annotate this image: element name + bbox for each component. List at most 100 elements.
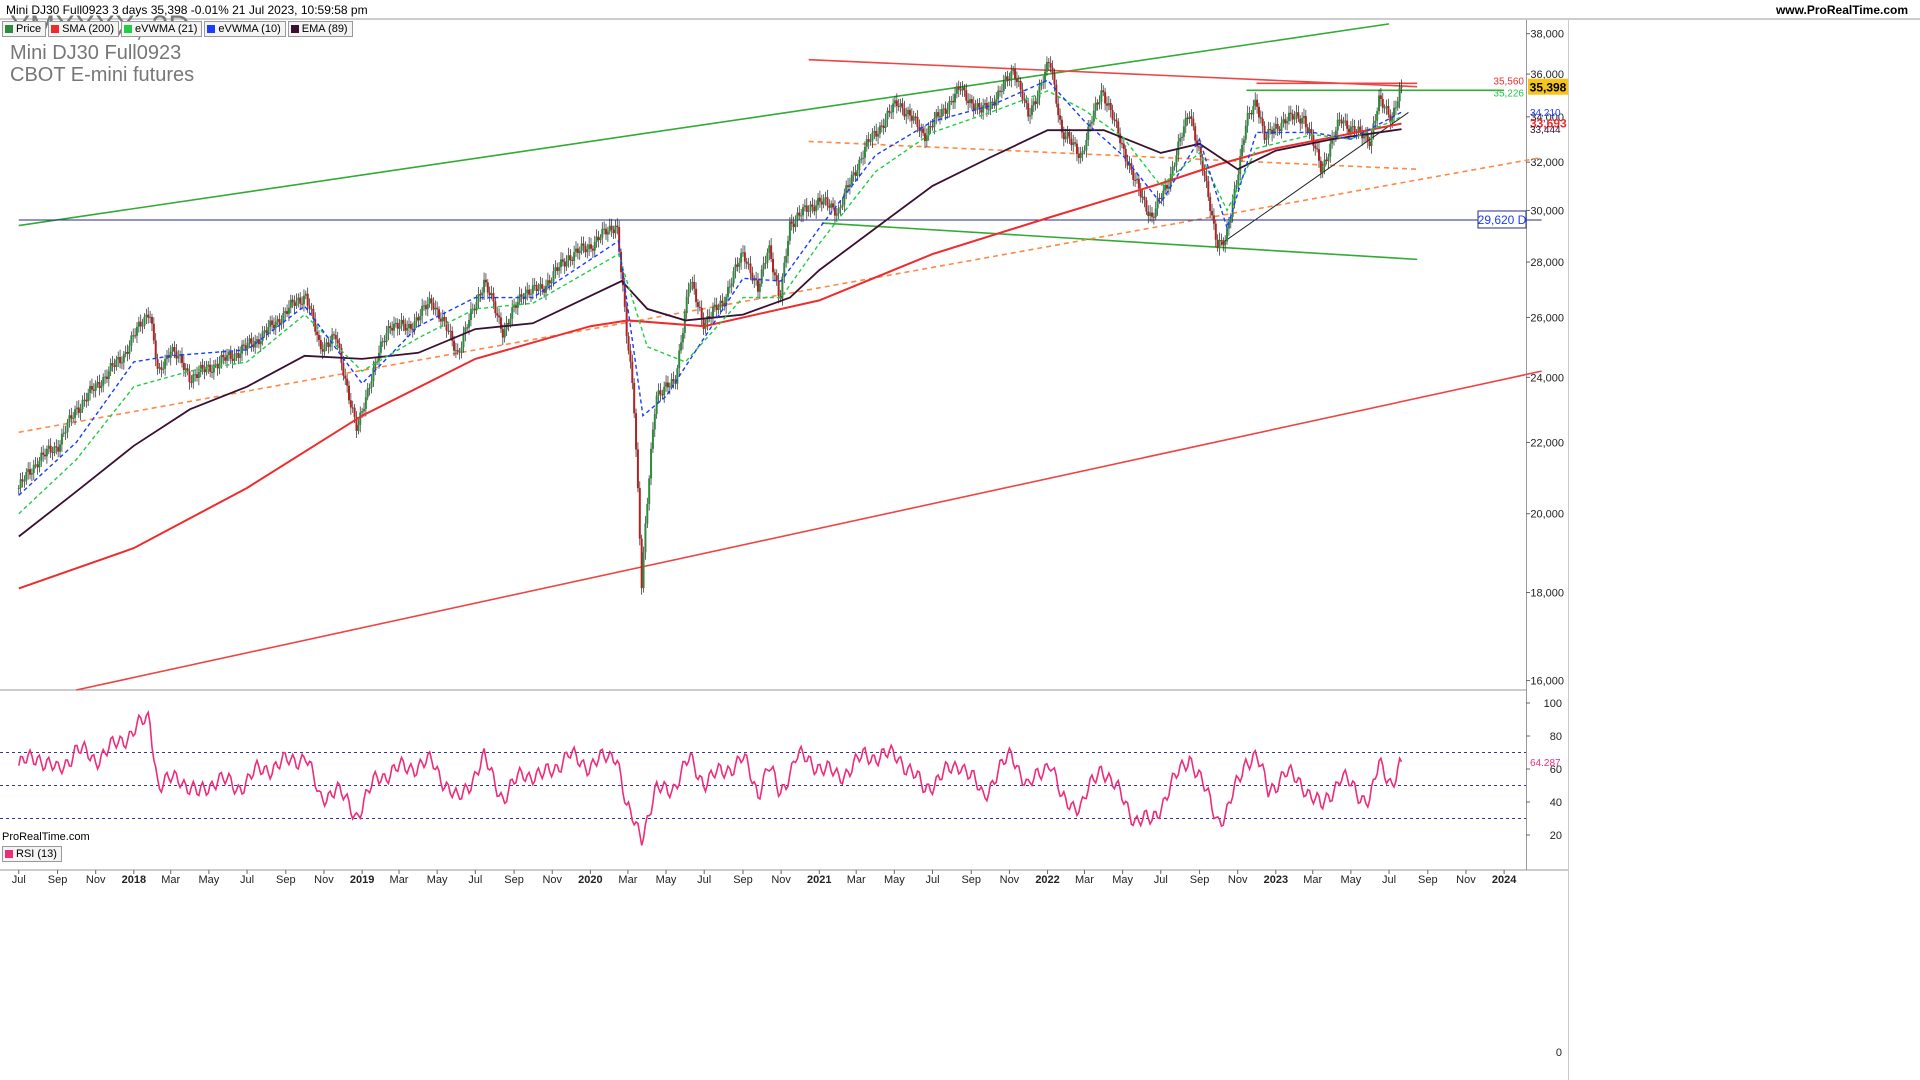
candle-body (938, 116, 941, 118)
candle-body (605, 228, 608, 235)
candle-body (616, 225, 619, 228)
candle-body (606, 231, 609, 235)
candle-body (582, 243, 585, 246)
candle-body (165, 355, 168, 360)
legend-item-sma200[interactable]: SMA (200) (48, 21, 120, 37)
candle-body (531, 285, 534, 294)
candle-body (1379, 95, 1382, 99)
candle-body (787, 240, 790, 256)
candle-body (1207, 181, 1210, 198)
candle-body (833, 207, 836, 216)
candle-body (179, 354, 182, 356)
candle-body (830, 203, 833, 208)
candle-body (661, 394, 664, 396)
candle-body (1083, 150, 1086, 152)
candle-body (683, 313, 686, 334)
candle-body (271, 320, 274, 325)
candle-body (561, 259, 564, 262)
price-axis-label: 24,000 (1530, 372, 1564, 384)
candle-body (1241, 144, 1244, 157)
candle-body (1002, 81, 1005, 91)
time-axis-label: Mar (1303, 874, 1322, 886)
candle-body (473, 308, 476, 311)
candle-body (1012, 69, 1015, 72)
candle-body (663, 386, 666, 396)
candle-body (571, 259, 574, 261)
candle-body (430, 298, 433, 303)
candle-body (541, 284, 544, 289)
candle-body (1162, 190, 1165, 199)
candle-body (1336, 119, 1339, 131)
candle-body (760, 269, 763, 284)
candle-body (655, 395, 658, 415)
candle-body (529, 293, 532, 295)
legend-item-price[interactable]: Price (2, 21, 47, 37)
candle-body (1391, 116, 1394, 123)
candle-body (681, 333, 684, 343)
candle-body (295, 300, 298, 306)
candle-body (460, 347, 463, 353)
candle-body (404, 323, 407, 331)
candle-body (231, 358, 234, 361)
legend-item-evwma10[interactable]: eVWMA (10) (204, 21, 286, 37)
candle-body (1040, 82, 1043, 86)
candle-body (1068, 132, 1071, 139)
candle-body (301, 303, 304, 305)
candle-body (1192, 118, 1195, 127)
candle-body (29, 469, 32, 475)
candle-body (439, 318, 442, 322)
time-axis-label: May (884, 874, 905, 886)
candle-body (334, 335, 337, 340)
candle-body (492, 293, 495, 302)
candle-body (539, 284, 542, 289)
candle-body (1394, 107, 1397, 109)
candle-body (584, 245, 587, 253)
candle-body (695, 288, 698, 303)
legend-item-evwma21[interactable]: eVWMA (21) (121, 21, 203, 37)
candle-body (749, 263, 752, 273)
candle-body (1070, 138, 1073, 146)
candle-body (143, 316, 146, 326)
candle-body (950, 100, 953, 102)
candle-body (550, 281, 553, 284)
candle-body (897, 106, 900, 108)
site-link[interactable]: www.ProRealTime.com (1775, 3, 1908, 17)
candle-body (119, 357, 122, 364)
candle-body (154, 340, 157, 360)
candle-body (590, 244, 593, 249)
candle-body (400, 319, 403, 327)
candle-body (379, 341, 382, 353)
candle-body (847, 185, 850, 188)
candle-body (636, 449, 639, 489)
candle-body (511, 307, 514, 319)
candle-body (905, 114, 908, 117)
candle-body (646, 503, 649, 524)
legend-item-ema89[interactable]: EMA (89) (287, 21, 353, 37)
candle-body (1248, 113, 1251, 115)
candle-body (721, 300, 724, 303)
candle-body (1107, 102, 1110, 106)
candle-body (567, 255, 570, 262)
rsi-legend[interactable]: RSI (13) (2, 846, 62, 862)
rsi-axis-label: 0 (1556, 1047, 1562, 1059)
candle-body (267, 326, 270, 334)
candle-body (736, 264, 739, 267)
candle-body (805, 205, 808, 212)
candle-body (1164, 184, 1167, 191)
rsi-legend-label: RSI (13) (16, 848, 57, 860)
candle-body (783, 262, 786, 277)
candle-body (1064, 136, 1067, 140)
candle-body (1151, 212, 1154, 217)
candle-body (1229, 216, 1232, 223)
candle-body (1038, 85, 1041, 98)
candle-body (1344, 120, 1347, 122)
candle-body (715, 304, 718, 311)
candle-body (552, 271, 555, 282)
candle-body (214, 364, 217, 366)
price-axis-label: 30,000 (1530, 205, 1564, 217)
time-axis-label: 2022 (1035, 874, 1059, 886)
series-line-sma200 (18, 122, 1402, 590)
candle-body (211, 371, 214, 373)
trend-line-lower-channel (76, 370, 1542, 691)
candle-body (317, 334, 320, 340)
